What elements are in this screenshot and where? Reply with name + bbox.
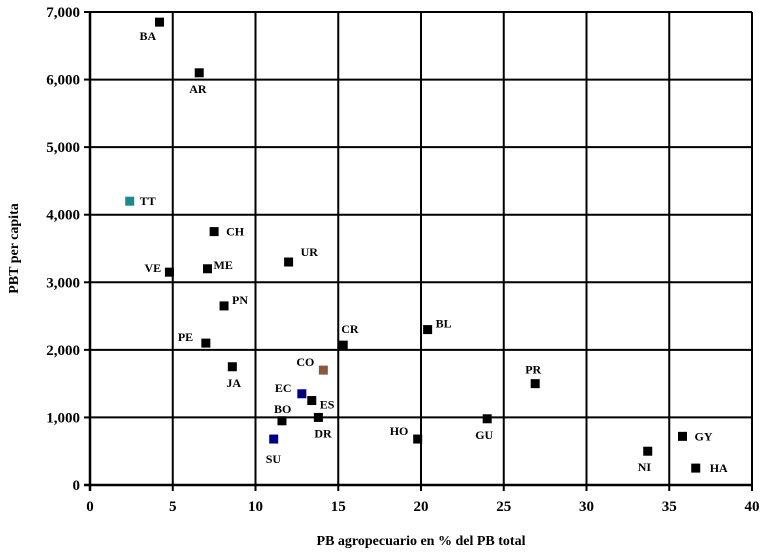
point-label-su: SU [266,452,282,466]
point-marker-dr [313,412,323,422]
point-label-co: CO [296,355,314,369]
point-label-ur: UR [301,245,319,259]
y-tick-label: 3,000 [46,275,80,291]
y-tick-label: 6,000 [46,73,80,89]
point-marker-ho [413,434,423,444]
point-marker-su [269,434,279,444]
point-marker-ch [209,227,219,237]
y-tick-label: 0 [73,478,81,494]
x-axis-title: PB agropecuario en % del PB total [317,534,526,549]
point-label-pn: PN [232,293,248,307]
x-tick-label: 5 [169,499,177,515]
point-marker-ni [643,446,653,456]
point-marker-pe [201,338,211,348]
point-marker-pn [219,301,229,311]
point-label-me: ME [214,258,233,272]
point-marker-ha [691,463,701,473]
point-label-ve: VE [144,261,161,275]
point-label-cr: CR [341,322,359,336]
point-label-gy: GY [694,429,712,443]
x-tick-label: 25 [496,499,511,515]
point-label-dr: DR [314,426,332,440]
point-label-ec: EC [275,381,292,395]
point-marker-me [203,264,213,274]
tick-labels: 0 5 10 15 20 25 30 35 40 0 1,000 2,000 3,000 4,000 5,0… [46,5,759,515]
point-label-ho: HO [390,424,409,438]
y-tick-label: 5,000 [46,140,80,156]
point-label-ar: AR [189,82,207,96]
point-marker-gy [677,431,687,441]
x-tick-label: 15 [331,499,346,515]
y-axis-title: PBT per capita [7,203,22,294]
point-label-bl: BL [436,317,452,331]
point-label-pr: PR [525,363,541,377]
point-marker-ba [155,17,165,27]
point-marker-es [307,396,317,406]
y-tick-label: 2,000 [46,343,80,359]
point-marker-ve [164,267,174,277]
data-points: BA AR TT CH UR VE ME PN BL CR PE JA CO PR EC ES DR BO GU HO… [125,17,728,475]
x-tick-label: 20 [414,499,429,515]
point-marker-bo [277,416,287,426]
x-tick-label: 0 [86,499,94,515]
point-label-bo: BO [274,402,291,416]
point-marker-ur [284,257,294,267]
point-marker-bl [423,325,433,335]
x-tick-label: 35 [662,499,677,515]
point-marker-cr [338,340,348,350]
x-tick-label: 40 [745,499,760,515]
point-marker-co [318,365,328,375]
x-tick-label: 10 [248,499,263,515]
point-marker-ec [297,389,307,399]
y-tick-label: 4,000 [46,208,80,224]
point-label-pe: PE [178,330,193,344]
point-marker-ja [227,362,237,372]
point-label-ha: HA [710,461,728,475]
grid [84,11,753,491]
point-label-ch: CH [226,225,245,239]
point-marker-pr [530,379,540,389]
point-label-tt: TT [140,194,156,208]
point-label-gu: GU [475,428,493,442]
point-label-ni: NI [638,460,652,474]
point-label-es: ES [320,398,335,412]
point-label-ba: BA [140,29,157,43]
point-marker-gu [482,414,492,424]
point-marker-ar [194,68,204,78]
x-tick-label: 30 [579,499,594,515]
y-tick-label: 7,000 [46,5,80,21]
y-tick-label: 1,000 [46,410,80,426]
point-marker-tt [125,196,135,206]
point-label-ja: JA [226,376,241,390]
